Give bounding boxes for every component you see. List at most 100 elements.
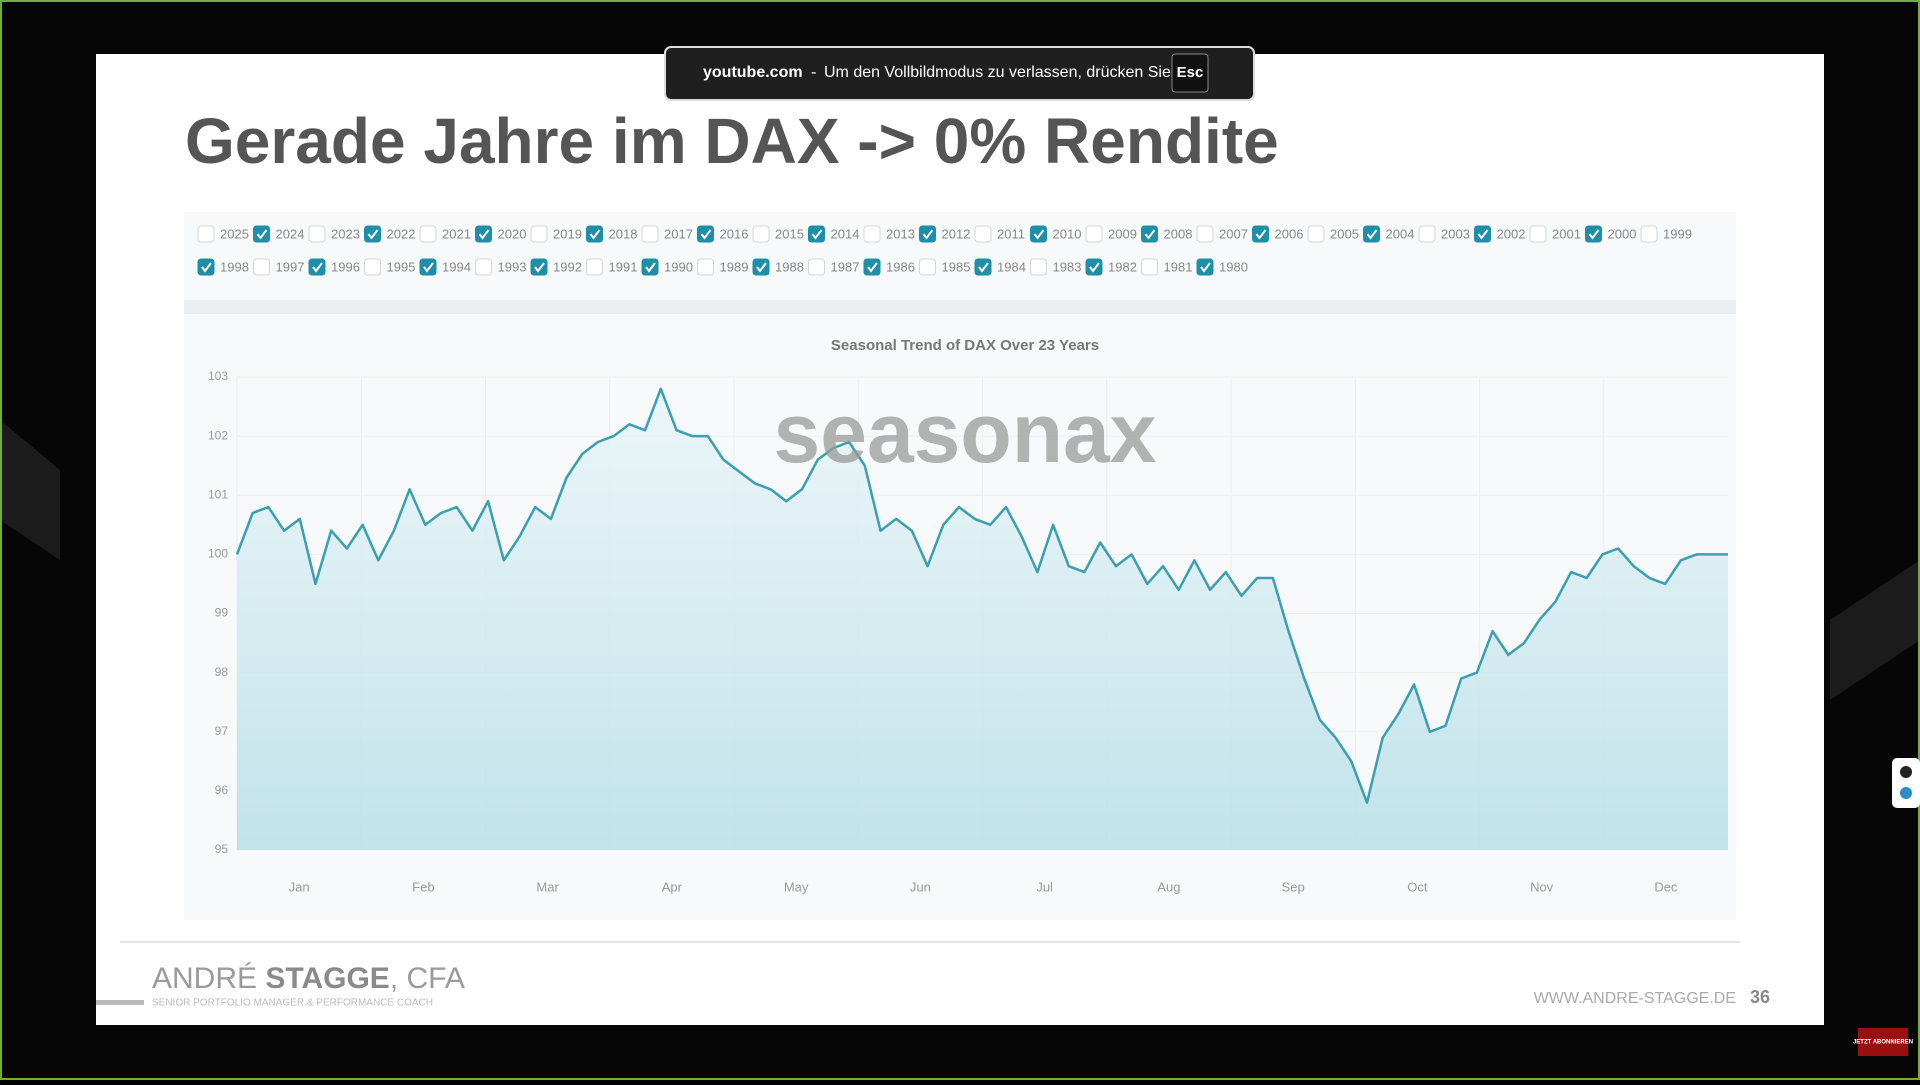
year-checkbox[interactable] — [1085, 258, 1103, 276]
year-label[interactable]: 1999 — [1663, 226, 1692, 241]
year-checkbox[interactable] — [863, 258, 881, 276]
year-checkbox[interactable] — [1196, 225, 1214, 243]
year-label[interactable]: 2016 — [720, 226, 749, 241]
year-label[interactable]: 2000 — [1608, 226, 1637, 241]
year-checkbox[interactable] — [475, 258, 492, 276]
year-checkbox[interactable] — [1141, 225, 1158, 243]
year-label[interactable]: 1988 — [775, 259, 804, 274]
year-label[interactable]: 1998 — [220, 259, 249, 274]
year-checkbox[interactable] — [641, 225, 659, 243]
year-label[interactable]: 1984 — [997, 259, 1026, 274]
year-checkbox[interactable] — [364, 225, 381, 243]
year-checkbox[interactable] — [974, 225, 992, 243]
year-checkbox[interactable] — [1640, 225, 1658, 243]
year-checkbox[interactable] — [919, 258, 936, 276]
year-checkbox[interactable] — [808, 258, 825, 276]
year-checkbox[interactable] — [253, 258, 270, 276]
year-label[interactable]: 2007 — [1219, 226, 1248, 241]
year-checkbox[interactable] — [641, 258, 659, 276]
year-checkbox[interactable] — [1529, 225, 1547, 243]
year-label[interactable]: 1992 — [553, 259, 582, 274]
year-label[interactable]: 1980 — [1219, 259, 1248, 274]
year-label[interactable]: 1990 — [664, 259, 693, 274]
subscribe-button[interactable] — [1858, 1028, 1908, 1056]
year-label[interactable]: 2012 — [942, 226, 971, 241]
year-label[interactable]: 2020 — [498, 226, 527, 241]
year-checkbox[interactable] — [752, 225, 770, 243]
year-checkbox[interactable] — [364, 258, 381, 276]
year-checkbox[interactable] — [1196, 258, 1214, 276]
year-label[interactable]: 2019 — [553, 226, 582, 241]
year-label[interactable]: 1991 — [609, 259, 638, 274]
year-label[interactable]: 2017 — [664, 226, 693, 241]
year-label[interactable]: 1997 — [276, 259, 305, 274]
year-checkbox[interactable] — [197, 225, 215, 243]
year-label[interactable]: 1995 — [387, 259, 416, 274]
year-checkbox[interactable] — [808, 225, 825, 243]
year-checkbox[interactable] — [197, 258, 215, 276]
year-label[interactable]: 1986 — [886, 259, 915, 274]
website: WWW.ANDRE-STAGGE.DE — [1534, 990, 1736, 1007]
year-checkbox[interactable] — [974, 258, 992, 276]
year-checkbox[interactable] — [919, 225, 936, 243]
year-checkbox[interactable] — [697, 258, 714, 276]
year-label[interactable]: 1989 — [720, 259, 749, 274]
year-checkbox[interactable] — [752, 258, 770, 276]
chart-title: Seasonal Trend of DAX Over 23 Years — [831, 337, 1099, 354]
check-mark — [201, 262, 212, 273]
year-checkbox[interactable] — [475, 225, 492, 243]
year-checkbox[interactable] — [697, 225, 714, 243]
year-checkbox[interactable] — [863, 225, 881, 243]
year-checkbox[interactable] — [1585, 225, 1602, 243]
side-widget[interactable] — [1892, 758, 1920, 808]
year-checkbox[interactable] — [1474, 225, 1491, 243]
year-label[interactable]: 1993 — [498, 259, 527, 274]
year-checkbox[interactable] — [1307, 225, 1325, 243]
year-checkbox[interactable] — [253, 225, 270, 243]
year-label[interactable]: 2005 — [1330, 226, 1359, 241]
year-label[interactable]: 2015 — [775, 226, 804, 241]
year-label[interactable]: 2014 — [831, 226, 860, 241]
close-icon[interactable] — [1900, 766, 1912, 778]
year-checkbox[interactable] — [1030, 225, 1047, 243]
year-checkbox[interactable] — [1085, 225, 1103, 243]
year-checkbox[interactable] — [1252, 225, 1269, 243]
year-label[interactable]: 2008 — [1164, 226, 1193, 241]
year-label[interactable]: 2006 — [1275, 226, 1304, 241]
info-icon[interactable] — [1900, 787, 1912, 799]
year-checkbox[interactable] — [530, 258, 548, 276]
year-label[interactable]: 2018 — [609, 226, 638, 241]
year-label[interactable]: 2024 — [276, 226, 305, 241]
year-checkbox[interactable] — [1141, 258, 1158, 276]
year-label[interactable]: 2010 — [1053, 226, 1082, 241]
year-label[interactable]: 2009 — [1108, 226, 1137, 241]
year-label[interactable]: 1985 — [942, 259, 971, 274]
year-label[interactable]: 2025 — [220, 226, 249, 241]
year-label[interactable]: 2021 — [442, 226, 471, 241]
year-checkbox[interactable] — [1030, 258, 1047, 276]
year-checkbox[interactable] — [419, 225, 437, 243]
year-label[interactable]: 2013 — [886, 226, 915, 241]
year-label[interactable]: 2001 — [1552, 226, 1581, 241]
year-checkbox[interactable] — [1363, 225, 1380, 243]
year-label[interactable]: 2003 — [1441, 226, 1470, 241]
year-checkbox[interactable] — [308, 258, 326, 276]
year-label[interactable]: 1981 — [1164, 259, 1193, 274]
year-label[interactable]: 1987 — [831, 259, 860, 274]
subscribe-label[interactable]: JETZT ABONNIEREN — [1853, 1040, 1913, 1046]
year-label[interactable]: 2002 — [1497, 226, 1526, 241]
year-checkbox[interactable] — [1418, 225, 1436, 243]
year-label[interactable]: 1983 — [1053, 259, 1082, 274]
year-checkbox[interactable] — [419, 258, 437, 276]
year-checkbox[interactable] — [308, 225, 326, 243]
year-label[interactable]: 1982 — [1108, 259, 1137, 274]
year-label[interactable]: 1996 — [331, 259, 360, 274]
year-label[interactable]: 2004 — [1386, 226, 1415, 241]
year-label[interactable]: 2022 — [387, 226, 416, 241]
year-checkbox[interactable] — [586, 225, 603, 243]
year-checkbox[interactable] — [586, 258, 603, 276]
year-label[interactable]: 2023 — [331, 226, 360, 241]
year-checkbox[interactable] — [530, 225, 548, 243]
year-label[interactable]: 1994 — [442, 259, 471, 274]
year-label[interactable]: 2011 — [997, 226, 1025, 241]
